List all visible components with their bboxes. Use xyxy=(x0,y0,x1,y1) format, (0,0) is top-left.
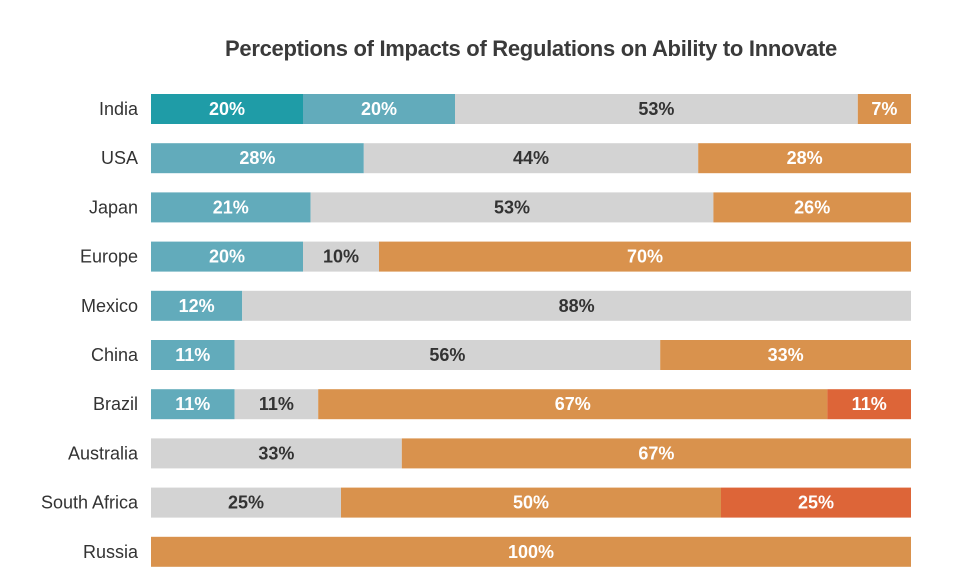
data-label-india-2: 53% xyxy=(638,99,674,119)
bar-segment-brazil-2 xyxy=(234,389,319,420)
data-label-india-3: 7% xyxy=(871,99,897,119)
data-label-mexico-1: 12% xyxy=(179,296,215,316)
data-label-usa-1: 28% xyxy=(239,148,275,168)
chart-title: Perceptions of Impacts of Regulations on… xyxy=(225,36,837,61)
bar-segment-europe-3 xyxy=(379,241,911,272)
data-label-japan-2: 53% xyxy=(494,197,530,217)
data-label-brazil-1: 11% xyxy=(175,394,210,414)
bar-segment-mexico-1 xyxy=(151,290,243,321)
category-label-australia: Australia xyxy=(68,443,139,463)
category-label-russia: Russia xyxy=(83,542,139,562)
data-label-usa-2: 44% xyxy=(513,148,549,168)
data-label-china-2: 56% xyxy=(429,345,465,365)
category-label-mexico: Mexico xyxy=(81,296,138,316)
bar-segment-brazil-3 xyxy=(318,389,828,420)
bar-segment-brazil-4 xyxy=(827,389,911,420)
bar-segment-japan-3 xyxy=(713,192,911,223)
data-label-brazil-2: 11% xyxy=(259,394,294,414)
bar-segment-india-1 xyxy=(303,94,455,124)
category-label-china: China xyxy=(91,345,139,365)
data-label-europe-3: 70% xyxy=(627,247,663,267)
category-label-europe: Europe xyxy=(80,247,138,267)
data-label-australia-2: 33% xyxy=(258,443,294,463)
bar-segment-mexico-2 xyxy=(242,290,911,321)
bar-segment-south-africa-4 xyxy=(721,487,911,518)
data-label-china-3: 33% xyxy=(768,345,804,365)
bar-segment-australia-2 xyxy=(151,438,402,469)
data-label-brazil-3: 67% xyxy=(555,394,591,414)
data-label-south-africa-3: 50% xyxy=(513,493,549,513)
plot-area: India 20% 20% 53% 7% USA 28% 44% 28% Japan 21% 53% 2… xyxy=(41,94,911,567)
data-label-australia-3: 67% xyxy=(638,443,674,463)
data-label-brazil-4: 11% xyxy=(852,394,887,414)
data-label-usa-3: 28% xyxy=(787,148,823,168)
category-label-usa: USA xyxy=(101,148,138,168)
bar-segment-japan-1 xyxy=(151,192,311,223)
bar-segment-usa-2 xyxy=(363,143,699,174)
category-label-india: India xyxy=(99,99,139,119)
category-label-south-africa: South Africa xyxy=(41,493,139,513)
data-label-russia-3: 100% xyxy=(508,542,554,562)
bar-segment-china-3 xyxy=(660,340,911,370)
data-label-japan-1: 21% xyxy=(213,197,249,217)
bar-segment-usa-1 xyxy=(151,143,364,174)
data-label-south-africa-4: 25% xyxy=(798,493,834,513)
category-label-japan: Japan xyxy=(89,197,138,217)
data-label-mexico-2: 88% xyxy=(559,296,595,316)
data-label-europe-1: 20% xyxy=(209,247,245,267)
data-label-south-africa-2: 25% xyxy=(228,493,264,513)
bar-segment-australia-3 xyxy=(401,438,911,469)
bar-segment-usa-3 xyxy=(698,143,911,174)
data-label-india-0: 20% xyxy=(209,99,245,119)
bar-segment-india-2 xyxy=(455,94,858,124)
data-label-india-1: 20% xyxy=(361,99,397,119)
bar-segment-china-2 xyxy=(234,340,661,370)
bar-segment-japan-2 xyxy=(310,192,714,223)
bar-segment-india-3 xyxy=(857,94,911,124)
data-label-china-1: 11% xyxy=(175,345,210,365)
bar-segment-europe-2 xyxy=(303,241,379,272)
bar-segment-brazil-1 xyxy=(151,389,235,420)
bar-segment-south-africa-3 xyxy=(341,487,721,518)
bar-segment-china-1 xyxy=(151,340,235,370)
bar-segment-india-0 xyxy=(151,94,303,124)
bar-segment-russia-3 xyxy=(151,536,911,567)
bar-segment-south-africa-2 xyxy=(151,487,341,518)
data-label-europe-2: 10% xyxy=(323,247,359,267)
bar-segment-europe-1 xyxy=(151,241,303,272)
category-label-brazil: Brazil xyxy=(93,394,138,414)
data-label-japan-3: 26% xyxy=(794,197,830,217)
